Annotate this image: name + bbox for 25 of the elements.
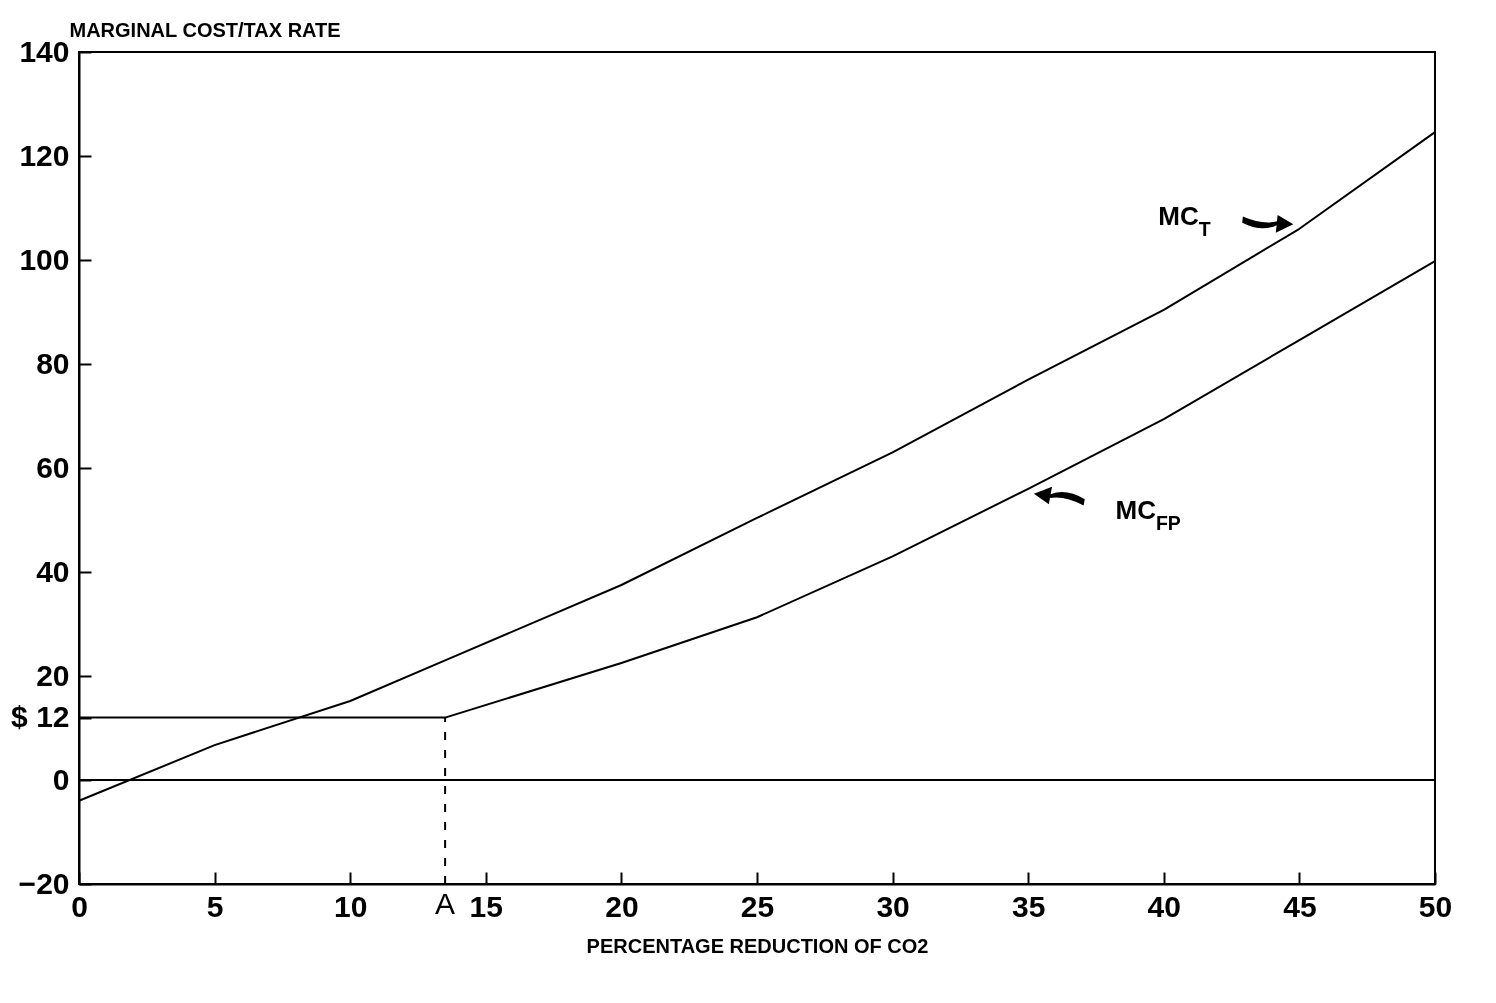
y-tick-label: 120 xyxy=(19,138,70,172)
y-tick-label: 20 xyxy=(36,658,70,692)
y-tick-label: 140 xyxy=(19,34,70,68)
y-tick-label: 40 xyxy=(36,554,70,588)
x-tick-label: 25 xyxy=(740,889,775,923)
x-tick-label: 10 xyxy=(334,889,368,923)
y-axis-title: MARGINAL COST/TAX RATE xyxy=(69,18,341,41)
x-tick-label: 5 xyxy=(206,889,224,923)
x-tick-label: 45 xyxy=(1283,889,1317,923)
x-tick-label: 50 xyxy=(1418,889,1453,923)
annotation: MC$_{FP}$ xyxy=(1115,494,1181,534)
y-tick-label: 80 xyxy=(36,346,70,380)
y-tick-label: −20 xyxy=(18,866,70,900)
x-tick-label: 15 xyxy=(469,889,503,923)
x-tick-label: 20 xyxy=(605,889,639,923)
ref-line-label: A xyxy=(435,887,456,920)
y-tick-label: $ 12 xyxy=(11,700,70,734)
annotation: MC$_{T}$ xyxy=(1158,200,1211,240)
y-tick-label: 100 xyxy=(19,242,70,276)
y-tick-label: 0 xyxy=(52,762,70,796)
x-tick-label: 35 xyxy=(1012,889,1046,923)
x-tick-label: 40 xyxy=(1147,889,1181,923)
x-axis-title: PERCENTAGE REDUCTION OF CO2 xyxy=(586,934,929,957)
x-tick-label: 30 xyxy=(876,889,910,923)
y-tick-label: 60 xyxy=(36,450,70,484)
